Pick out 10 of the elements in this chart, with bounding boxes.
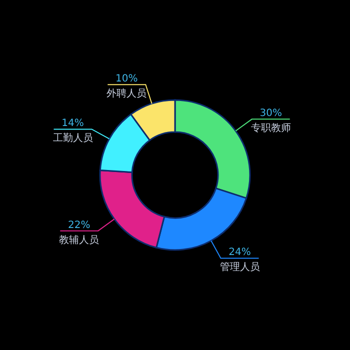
slice-label: 管理人员: [220, 262, 260, 274]
slice-label: 教辅人员: [59, 234, 100, 246]
data-label: 24%: [228, 247, 251, 258]
data-label: 22%: [68, 220, 90, 231]
data-label: 30%: [260, 108, 282, 120]
data-label: 14%: [62, 118, 84, 130]
slice-label: 工勤人员: [52, 132, 93, 144]
slice-label: 专职教师: [250, 122, 291, 134]
slice-label: 外聘人员: [106, 88, 147, 100]
data-label: 10%: [116, 74, 138, 85]
